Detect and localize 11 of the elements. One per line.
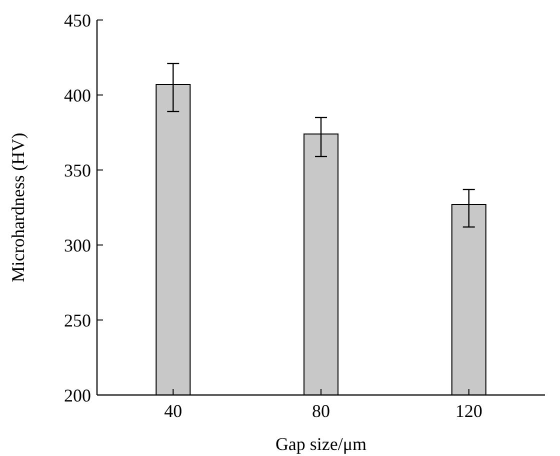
y-tick-label: 200 [64,385,91,406]
y-tick-label: 400 [64,85,91,106]
x-tick-label: 40 [164,401,182,421]
y-tick-label: 300 [64,235,91,256]
y-tick-label: 250 [64,310,91,330]
x-tick-label: 120 [455,401,482,421]
y-tick-label: 450 [64,10,91,30]
y-axis-title: Microhardness (HV) [8,132,28,282]
x-tick-label: 80 [312,401,330,421]
y-tick-label: 350 [64,160,91,180]
x-axis-title: Gap size/μm [275,434,367,454]
